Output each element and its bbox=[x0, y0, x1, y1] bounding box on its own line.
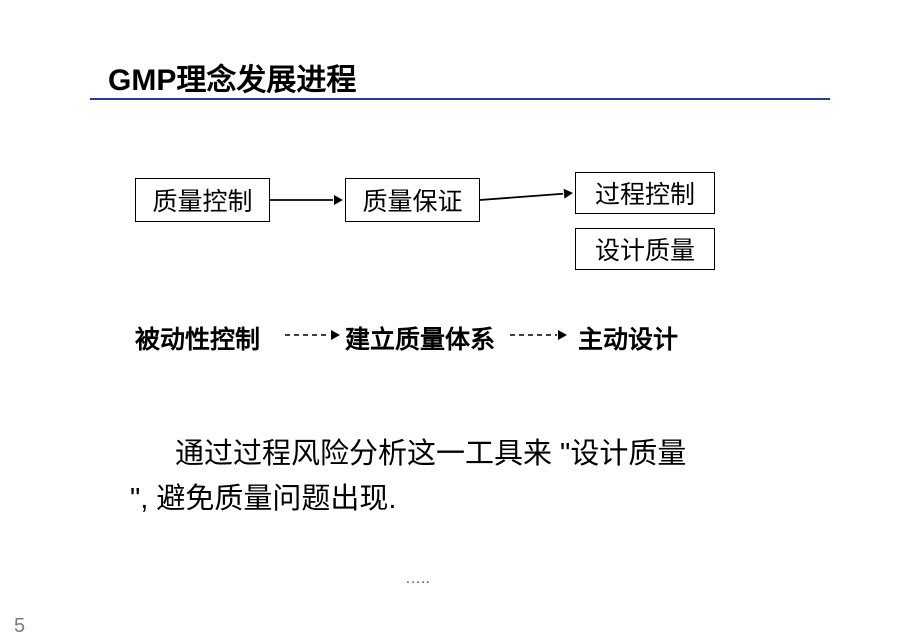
title-divider bbox=[90, 98, 830, 100]
slide: GMP理念发展进程 质量控制 质量保证 过程控制 设计质量 被动性控制 建立质量… bbox=[0, 0, 920, 644]
box-label: 质量控制 bbox=[152, 182, 252, 218]
box-process-control: 过程控制 bbox=[575, 172, 715, 214]
arrow-3 bbox=[273, 323, 352, 347]
box-quality-assurance: 质量保证 bbox=[345, 178, 480, 222]
description-line1: 通过过程风险分析这一工具来 "设计质量 bbox=[175, 432, 686, 477]
page-number: 5 bbox=[14, 615, 25, 638]
description-line2: ", 避免质量问题出现. bbox=[130, 477, 686, 522]
box-design-quality: 设计质量 bbox=[575, 228, 715, 270]
box-label: 设计质量 bbox=[595, 231, 695, 267]
arrow-2 bbox=[468, 181, 585, 212]
label-active-design: 主动设计 bbox=[578, 320, 678, 356]
box-quality-control: 质量控制 bbox=[135, 178, 270, 222]
ellipsis-mark: ….. bbox=[405, 570, 430, 588]
box-label: 过程控制 bbox=[595, 175, 695, 211]
description: 通过过程风险分析这一工具来 "设计质量 ", 避免质量问题出现. bbox=[0, 432, 686, 522]
box-label: 质量保证 bbox=[362, 182, 462, 218]
label-build-system: 建立质量体系 bbox=[345, 320, 495, 356]
arrow-4 bbox=[498, 323, 579, 347]
slide-title: GMP理念发展进程 bbox=[108, 55, 356, 99]
arrow-1 bbox=[258, 188, 355, 212]
label-passive-control: 被动性控制 bbox=[135, 320, 260, 356]
